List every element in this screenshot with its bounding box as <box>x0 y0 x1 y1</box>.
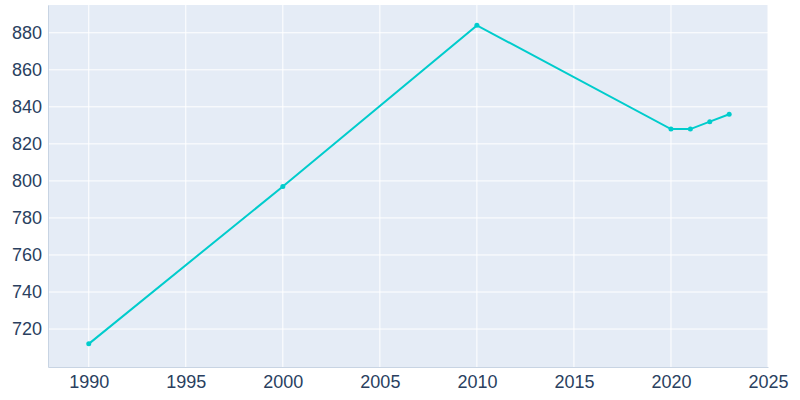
tick: 2020 <box>651 367 691 392</box>
y-grid-line <box>48 217 768 218</box>
axis-line <box>49 367 769 368</box>
data <box>86 23 731 346</box>
y-grid-line <box>48 32 768 33</box>
y-grid-line <box>48 292 768 293</box>
tick-label: 2015 <box>554 372 594 392</box>
tick-label: 2010 <box>457 372 497 392</box>
x-grid-line <box>768 5 769 367</box>
tick-label: 2000 <box>263 372 303 392</box>
x-axis: 1990 1995 2000 2005 2010 2015 2020 2025 <box>49 367 789 392</box>
y-grid-line <box>48 329 768 330</box>
x-grid-line <box>379 5 380 367</box>
tick-label: 860 <box>12 60 42 80</box>
tick: 740 <box>12 282 48 302</box>
tick-label: 740 <box>12 282 42 302</box>
tick: 1990 <box>69 367 109 392</box>
tick-label: 780 <box>12 208 42 228</box>
tick: 720 <box>12 319 48 339</box>
tick-label: 820 <box>12 134 42 154</box>
x-grid-line <box>670 5 671 367</box>
tick-label: 800 <box>12 171 42 191</box>
point <box>86 341 91 346</box>
tick-label: 880 <box>12 23 42 43</box>
point <box>474 23 479 28</box>
point <box>280 184 285 189</box>
tick: 800 <box>12 171 48 191</box>
plot: 1990 1995 2000 2005 2010 2015 2020 2025 720 740 76… <box>12 5 789 392</box>
grid <box>48 5 768 367</box>
x-grid-line <box>476 5 477 367</box>
tick-label: 2005 <box>360 372 400 392</box>
tick: 2025 <box>748 367 788 392</box>
tick-label: 760 <box>12 245 42 265</box>
axis-line <box>48 6 49 368</box>
tick-label: 1990 <box>69 372 109 392</box>
x-grid-line <box>185 5 186 367</box>
y-grid-line <box>48 180 768 181</box>
tick: 760 <box>12 245 48 265</box>
tick: 2010 <box>457 367 497 392</box>
x-grid-line <box>88 5 89 367</box>
tick: 1995 <box>166 367 206 392</box>
tick: 820 <box>12 134 48 154</box>
tick: 880 <box>12 23 48 43</box>
tick-label: 2025 <box>748 372 788 392</box>
point <box>727 112 732 117</box>
tick-label: 720 <box>12 319 42 339</box>
x-grid-line <box>573 5 574 367</box>
y-axis: 720 740 760 780 800 820 840 860 880 <box>12 6 49 368</box>
chart: 1990 1995 2000 2005 2010 2015 2020 2025 720 740 76… <box>0 0 800 400</box>
line <box>89 25 729 343</box>
tick: 840 <box>12 97 48 117</box>
tick-label: 2020 <box>651 372 691 392</box>
tick-label: 1995 <box>166 372 206 392</box>
tick: 780 <box>12 208 48 228</box>
point <box>707 119 712 124</box>
tick: 2015 <box>554 367 594 392</box>
y-grid-line <box>48 254 768 255</box>
point <box>688 127 693 132</box>
plot-background <box>48 5 768 367</box>
y-grid-line <box>48 69 768 70</box>
y-grid-line <box>48 143 768 144</box>
tick: 2000 <box>263 367 303 392</box>
tick: 860 <box>12 60 48 80</box>
y-grid-line <box>48 106 768 107</box>
tick: 2005 <box>360 367 400 392</box>
point <box>668 127 673 132</box>
tick-label: 840 <box>12 97 42 117</box>
